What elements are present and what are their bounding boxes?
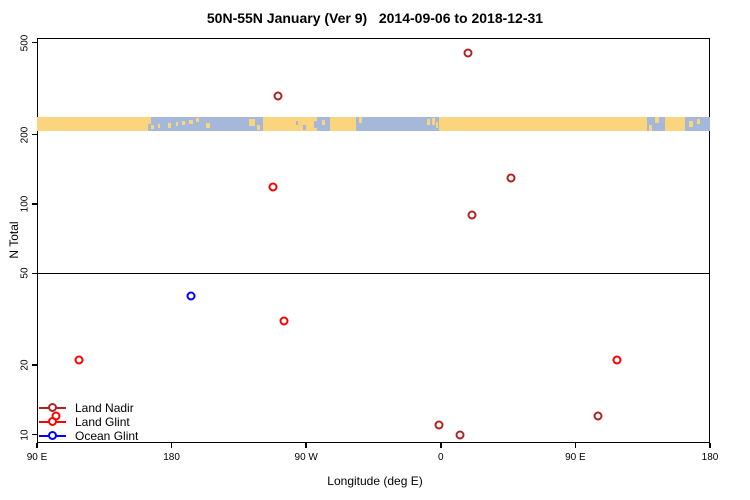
map-strip-land-segment	[330, 117, 356, 132]
map-strip-land-speck	[205, 123, 211, 129]
data-point-land-nadir	[455, 430, 465, 440]
map-strip-land-speck	[256, 124, 260, 130]
legend-circle-marker-icon	[47, 403, 57, 412]
data-point-land-glint	[51, 411, 61, 421]
x-axis-tick	[36, 443, 38, 448]
map-strip-land-speck	[689, 121, 693, 127]
y-tick-label: 10	[19, 429, 31, 441]
legend-entry-land-nadir: Land Nadir	[37, 401, 207, 415]
map-strip-land-speck	[195, 118, 199, 123]
legend-label: Ocean Glint	[75, 429, 139, 443]
x-axis-tick	[440, 443, 442, 448]
x-tick-label: 90 E	[26, 452, 48, 463]
map-strip-land-segment	[37, 117, 148, 132]
data-point-land-glint	[74, 355, 84, 365]
map-strip-land-speck	[648, 125, 652, 132]
map-strip-ocean-segment	[647, 117, 666, 132]
y-axis-label: N Total	[7, 221, 21, 259]
map-strip-land-segment	[262, 117, 317, 132]
data-point-land-nadir	[467, 210, 477, 219]
x-axis-tick	[170, 443, 173, 448]
data-point-land-nadir	[463, 48, 473, 58]
map-strip-land-speck	[431, 117, 435, 126]
map-strip-land-segment	[665, 117, 685, 132]
x-axis-tick	[709, 443, 711, 448]
map-strip-land-speck	[188, 119, 193, 125]
x-tick-label: 0	[438, 452, 444, 463]
map-strip-land-speck	[249, 119, 255, 127]
legend-label: Land Glint	[75, 415, 130, 429]
map-strip-land-segment	[439, 117, 648, 132]
x-tick-label: 180	[701, 452, 719, 463]
y-axis-tick	[32, 433, 37, 436]
y-tick-label: 200	[19, 126, 31, 143]
map-strip-land-speck	[182, 121, 186, 126]
map-strip-land-speck	[358, 117, 362, 123]
y-tick-label: 20	[19, 359, 31, 371]
map-strip-ocean-speck	[314, 121, 317, 129]
map-strip-ocean-segment	[147, 117, 263, 132]
data-point-land-glint	[268, 182, 278, 192]
x-tick-label: 90 E	[565, 452, 586, 463]
map-strip-ocean-segment	[684, 117, 710, 132]
x-axis-tick	[574, 443, 577, 448]
y-tick-label: 50	[19, 267, 31, 279]
x-tick-label: 180	[163, 452, 180, 463]
map-strip-land-speck	[321, 119, 325, 126]
legend-label: Land Nadir	[75, 401, 134, 415]
data-point-land-nadir	[506, 173, 516, 183]
map-strip-land-speck	[158, 124, 161, 128]
y-tick-label: 100	[19, 195, 31, 213]
x-axis-tick	[305, 443, 307, 448]
y-axis-tick	[32, 203, 37, 205]
y-axis-tick	[32, 272, 37, 275]
data-point-land-nadir	[273, 91, 283, 101]
map-strip-land-speck	[436, 121, 439, 128]
map-strip-land-speck	[426, 119, 430, 126]
map-strip-land-speck	[176, 121, 179, 127]
data-point-ocean-glint	[186, 291, 196, 301]
y-tick-label: 500	[19, 34, 31, 52]
plot-area	[37, 38, 710, 443]
map-strip-land-speck	[696, 119, 700, 125]
map-strip-land-speck	[654, 117, 660, 124]
reference-line-n50	[37, 272, 710, 275]
data-point-land-nadir	[593, 411, 603, 421]
map-strip-ocean-speck	[303, 124, 307, 130]
data-point-land-nadir	[434, 420, 444, 430]
legend-entry-ocean-glint: Ocean Glint	[37, 429, 207, 443]
map-strip-ocean-segment	[355, 117, 440, 132]
y-axis-tick	[32, 41, 37, 44]
y-axis-tick	[32, 364, 37, 366]
map-strip-ocean-speck	[295, 120, 298, 126]
plot-legend: Land Nadir Land Glint Ocean Glint	[37, 399, 207, 445]
legend-entry-land-glint: Land Glint	[37, 415, 207, 429]
map-strip-land-speck	[148, 117, 151, 125]
map-strip-land-speck	[167, 123, 171, 128]
x-axis-label: Longitude (deg E)	[327, 474, 423, 488]
data-point-land-glint	[612, 355, 622, 365]
legend-circle-marker-icon	[47, 431, 57, 440]
map-strip-land-speck	[151, 124, 155, 129]
data-point-land-glint	[279, 316, 289, 326]
x-tick-label: 90 W	[294, 452, 318, 463]
y-axis-tick	[32, 133, 37, 136]
chart-title: 50N-55N January (Ver 9) 2014-09-06 to 20…	[206, 10, 544, 26]
